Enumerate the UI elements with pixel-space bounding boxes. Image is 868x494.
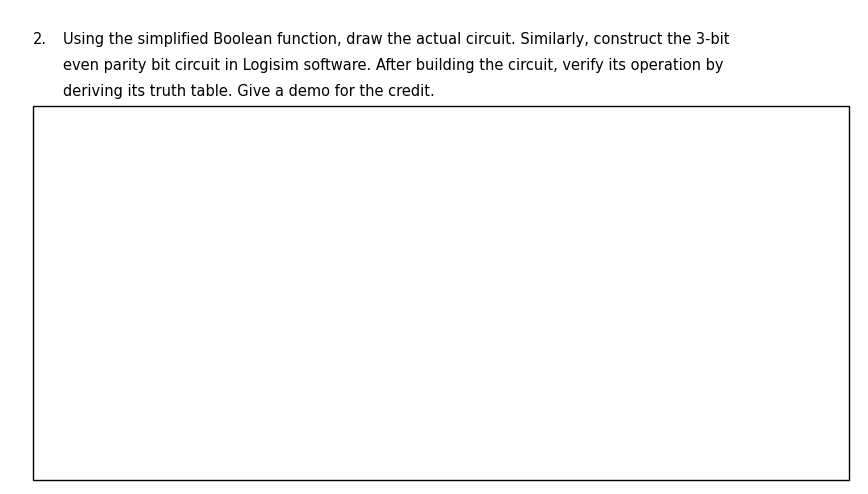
Bar	[33, 106, 849, 480]
Text: 2.: 2.	[33, 32, 47, 47]
Text: even parity bit circuit in Logisim software. After building the circuit, verify : even parity bit circuit in Logisim softw…	[63, 58, 724, 73]
Text: Using the simplified Boolean function, draw the actual circuit. Similarly, const: Using the simplified Boolean function, d…	[63, 32, 730, 47]
Text: deriving its truth table. Give a demo for the credit.: deriving its truth table. Give a demo fo…	[63, 84, 435, 99]
